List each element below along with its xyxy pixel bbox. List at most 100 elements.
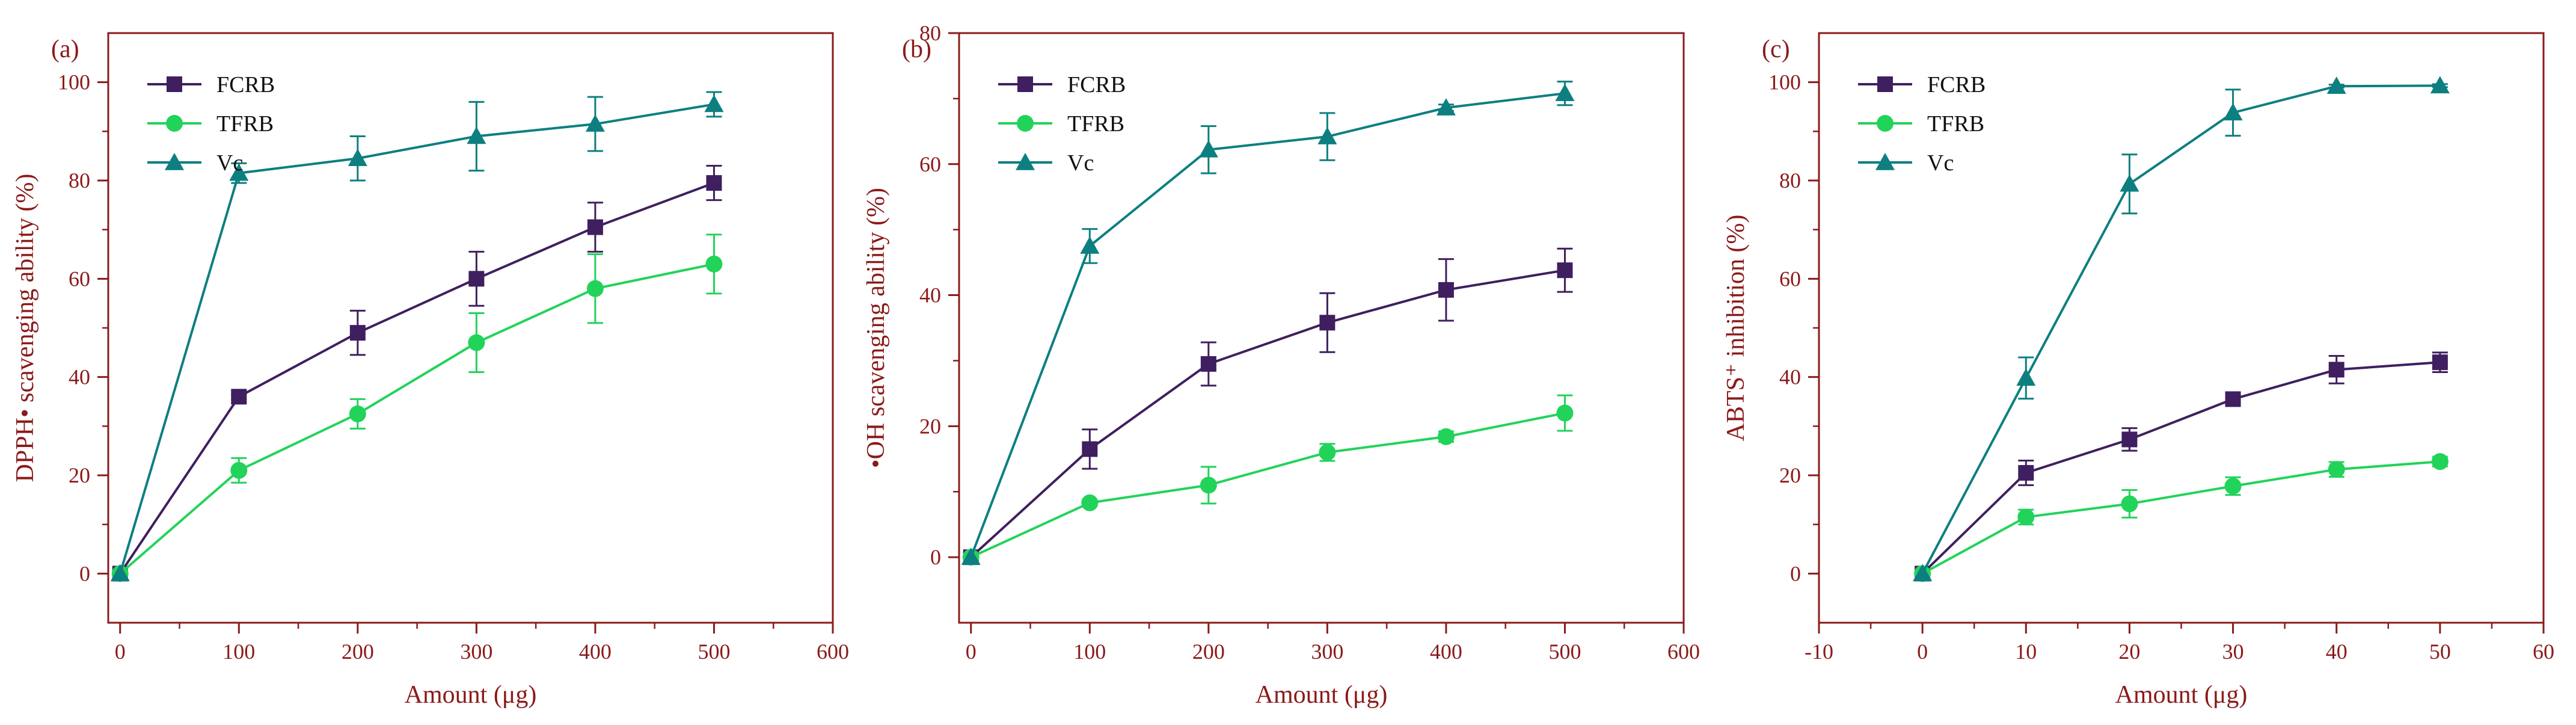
data-point-vc	[1555, 84, 1575, 101]
data-point-tfrb	[1556, 404, 1574, 422]
x-tick-label: 0	[115, 640, 126, 664]
x-tick-label: 200	[342, 640, 374, 664]
data-point-fcrb	[468, 271, 485, 287]
data-point-vc	[1198, 140, 1218, 158]
y-tick-label: 20	[1779, 463, 1801, 487]
series-line-fcrb	[119, 182, 715, 575]
y-tick-label: 0	[930, 545, 941, 569]
y-tick-label: 40	[69, 365, 90, 389]
data-point-vc	[2223, 103, 2243, 121]
legend-label-vc: Vc	[1067, 150, 1094, 176]
data-point-vc	[1317, 127, 1337, 144]
x-tick-label: 300	[460, 640, 492, 664]
y-tick-label: 80	[1779, 168, 1801, 193]
data-point-tfrb	[468, 334, 485, 351]
y-axis-title: DPPH• scavenging ability (%)	[11, 174, 39, 483]
legend-marker	[166, 115, 183, 132]
x-tick-label: 500	[698, 640, 730, 664]
legend-label-vc: Vc	[216, 150, 243, 176]
data-point-tfrb	[1437, 428, 1455, 445]
legend-marker	[1875, 153, 1895, 170]
data-point-fcrb	[1082, 441, 1098, 457]
data-point-vc	[704, 94, 724, 113]
x-tick-label: 40	[2326, 640, 2348, 664]
x-axis-title: Amount (μg)	[405, 681, 537, 709]
x-tick-label: 10	[2015, 640, 2037, 664]
data-point-fcrb	[1557, 262, 1573, 279]
x-tick-label: 20	[2118, 640, 2140, 664]
x-tick-label: 400	[1430, 640, 1462, 664]
legend-label-vc: Vc	[1927, 150, 1954, 176]
data-point-tfrb	[2017, 508, 2035, 526]
data-point-fcrb	[2328, 362, 2344, 378]
x-tick-label: 100	[222, 640, 255, 664]
x-axis-title: Amount (μg)	[2115, 681, 2248, 709]
series-line-vc	[1921, 84, 2440, 575]
series-line-vc	[118, 103, 714, 574]
x-tick-label: 100	[1073, 640, 1106, 664]
x-tick-label: 500	[1548, 640, 1581, 664]
y-tick-label: 100	[58, 70, 90, 94]
x-tick-label: 200	[1192, 640, 1225, 664]
x-tick-label: 600	[1667, 640, 1700, 664]
data-point-tfrb	[2328, 461, 2345, 478]
data-point-vc	[2430, 76, 2450, 94]
y-tick-label: 80	[69, 168, 90, 193]
legend-marker	[1017, 115, 1034, 132]
series-line-tfrb	[1922, 460, 2441, 575]
y-tick-label: 80	[919, 21, 941, 45]
data-point-fcrb	[587, 219, 603, 235]
series-line-vc	[969, 92, 1565, 558]
plot-frame	[958, 32, 1685, 624]
data-point-vc	[110, 564, 130, 582]
y-tick-label: 60	[1779, 267, 1801, 291]
data-point-fcrb	[2225, 391, 2241, 407]
y-axis-title: ABTS⁺ inhibition (%)	[1722, 215, 1750, 442]
y-tick-label: 60	[69, 267, 90, 291]
panel-b-oh-chart: 0 100 200 300 400 500 600 0 20 40 60 80 Amount (μg) •…	[862, 21, 1700, 709]
data-point-vc	[1436, 98, 1456, 116]
data-point-tfrb	[2431, 453, 2449, 470]
data-point-fcrb	[349, 325, 366, 341]
data-point-tfrb	[1081, 494, 1099, 511]
y-tick-label: 20	[919, 414, 941, 438]
data-point-fcrb	[2432, 354, 2448, 371]
data-point-vc	[1080, 236, 1100, 254]
legend-marker	[167, 76, 182, 92]
data-point-fcrb	[231, 389, 247, 405]
x-tick-label: 400	[579, 640, 612, 664]
data-point-tfrb	[2224, 477, 2242, 495]
x-tick-label: 60	[2533, 640, 2554, 664]
x-tick-label: 30	[2222, 640, 2244, 664]
y-tick-label: 0	[79, 561, 90, 585]
data-point-vc	[1913, 564, 1933, 582]
y-tick-label: 40	[919, 283, 941, 307]
x-tick-label: 50	[2429, 640, 2451, 664]
legend-marker	[1877, 76, 1893, 92]
data-point-tfrb	[1200, 477, 1217, 494]
x-tick-label: 600	[817, 640, 849, 664]
legend-label-fcrb: FCRB	[1067, 72, 1126, 97]
legend-marker	[1016, 153, 1035, 170]
series-line-tfrb	[119, 262, 714, 575]
data-point-tfrb	[586, 280, 604, 297]
data-point-vc	[585, 114, 605, 132]
panel-label: (a)	[51, 35, 79, 63]
data-point-tfrb	[1319, 443, 1336, 461]
x-tick-label: 300	[1311, 640, 1343, 664]
data-point-vc	[2016, 368, 2036, 386]
y-tick-label: 20	[69, 463, 90, 487]
data-point-vc	[2326, 76, 2346, 94]
series-line-fcrb	[1921, 361, 2440, 575]
legend-label-tfrb: TFRB	[216, 111, 274, 137]
data-point-fcrb	[1438, 282, 1454, 298]
data-point-vc	[2120, 174, 2139, 192]
data-point-tfrb	[2121, 495, 2138, 513]
data-point-vc	[961, 548, 981, 565]
y-tick-label: 0	[1790, 561, 1801, 585]
x-tick-label: 0	[1917, 640, 1928, 664]
panel-a-dpph-chart: 0 100 200 300 400 500 600 0 20 40 60 80 100 Amount (μ…	[11, 32, 849, 709]
x-axis-title: Amount (μg)	[1256, 681, 1388, 709]
legend-label-fcrb: FCRB	[1927, 72, 1986, 97]
